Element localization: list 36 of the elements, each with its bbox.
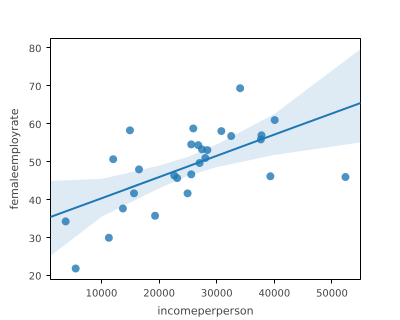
point [266, 172, 274, 180]
point [109, 155, 118, 164]
point [187, 170, 196, 178]
point [270, 116, 279, 124]
y-tick-label: 30 [28, 234, 42, 245]
y-tick-label: 50 [28, 158, 42, 169]
point [184, 189, 192, 198]
x-tick-label: 40000 [258, 288, 290, 300]
y-tick-label: 20 [28, 272, 42, 283]
y-tick-label: 80 [28, 44, 42, 55]
x-axis-title: incomeperperson [157, 304, 254, 318]
point [126, 126, 134, 134]
point [104, 234, 113, 242]
x-tick-label: 30000 [200, 288, 233, 300]
point [227, 132, 236, 140]
point [62, 217, 70, 226]
point [203, 146, 212, 154]
y-tick-label: 40 [28, 196, 42, 207]
x-tick-label: 10000 [86, 288, 118, 300]
line-series [50, 102, 360, 218]
point [130, 189, 138, 198]
point [72, 264, 80, 272]
point [118, 204, 127, 213]
point [135, 165, 144, 174]
y-tick-label: 70 [28, 82, 42, 93]
y-tick-label: 60 [28, 120, 42, 131]
y-axis-title: femaleemployrate [8, 108, 21, 210]
point [187, 140, 196, 148]
point [341, 173, 350, 182]
point [217, 127, 226, 136]
x-tick-label: 20000 [143, 288, 176, 300]
point [236, 84, 244, 92]
x-tick-label: 50000 [316, 288, 348, 300]
point [151, 212, 160, 220]
point [173, 174, 182, 182]
point [189, 124, 198, 132]
